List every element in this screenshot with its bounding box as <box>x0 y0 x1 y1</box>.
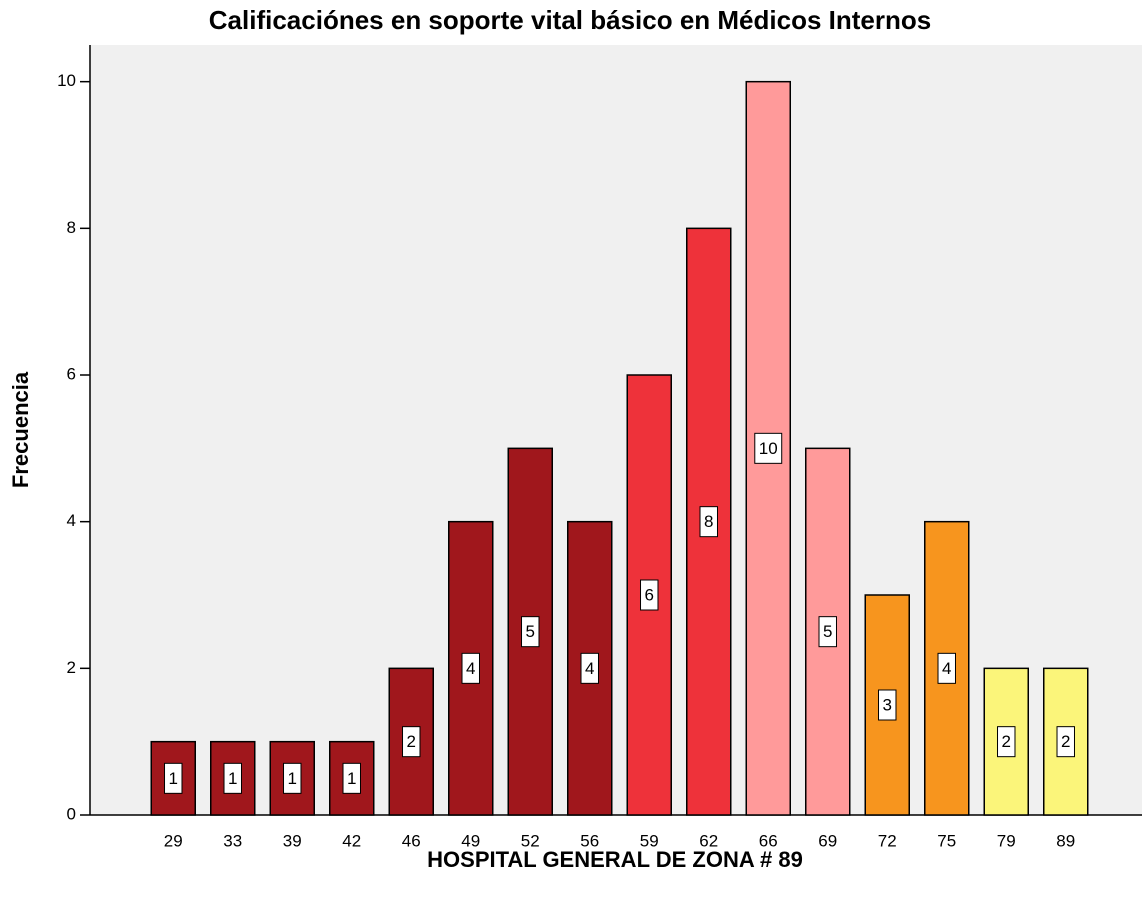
data-label-box <box>342 762 361 794</box>
x-tick-label: 49 <box>461 831 480 850</box>
data-label-box <box>223 762 242 794</box>
data-label-box <box>699 506 718 538</box>
y-tick-label: 4 <box>67 511 76 530</box>
data-label-box <box>640 579 659 611</box>
data-label: 2 <box>1002 732 1011 751</box>
x-tick-label: 72 <box>878 831 897 850</box>
y-axis-label: Frecuencia <box>8 371 33 488</box>
x-tick-label: 42 <box>342 831 361 850</box>
x-tick-label: 52 <box>521 831 540 850</box>
data-label: 1 <box>347 769 356 788</box>
x-tick-label: 66 <box>759 831 778 850</box>
data-label-box <box>580 652 599 684</box>
x-axis-label: HOSPITAL GENERAL DE ZONA # 89 <box>427 847 803 872</box>
x-tick-label: 59 <box>640 831 659 850</box>
data-label: 4 <box>942 659 951 678</box>
x-tick-label: 39 <box>283 831 302 850</box>
x-tick-label: 69 <box>818 831 837 850</box>
x-tick-label: 56 <box>580 831 599 850</box>
y-tick-label: 0 <box>67 804 76 823</box>
y-tick-label: 2 <box>67 658 76 677</box>
x-tick-label: 62 <box>699 831 718 850</box>
x-tick-label: 33 <box>223 831 242 850</box>
data-label: 5 <box>526 622 535 641</box>
y-tick-label: 8 <box>67 218 76 237</box>
data-label-box <box>521 616 540 648</box>
x-tick-label: 29 <box>164 831 183 850</box>
data-label: 1 <box>169 769 178 788</box>
data-label-box <box>1056 726 1075 758</box>
x-tick-label: 89 <box>1056 831 1075 850</box>
data-label-box <box>997 726 1016 758</box>
data-label-box <box>818 616 837 648</box>
x-tick-label: 75 <box>937 831 956 850</box>
data-label: 8 <box>704 512 713 531</box>
data-label: 2 <box>407 732 416 751</box>
x-tick-label: 46 <box>402 831 421 850</box>
data-label: 6 <box>645 585 654 604</box>
x-tick-label: 79 <box>997 831 1016 850</box>
data-label: 10 <box>759 439 778 458</box>
data-label: 4 <box>585 659 594 678</box>
data-label-box <box>283 762 302 794</box>
chart-title: Calificaciónes en soporte vital básico e… <box>209 5 931 35</box>
data-label-box <box>937 652 956 684</box>
data-label: 1 <box>288 769 297 788</box>
y-tick-label: 6 <box>67 364 76 383</box>
data-label: 4 <box>466 659 475 678</box>
data-label: 1 <box>228 769 237 788</box>
bar <box>864 594 910 816</box>
data-label-box <box>402 726 421 758</box>
data-label: 5 <box>823 622 832 641</box>
y-tick-label: 10 <box>57 71 76 90</box>
data-label-box <box>878 689 897 721</box>
data-label: 3 <box>883 695 892 714</box>
data-label: 2 <box>1061 732 1070 751</box>
data-label-box <box>754 432 783 464</box>
data-label-box <box>164 762 183 794</box>
data-label-box <box>461 652 480 684</box>
